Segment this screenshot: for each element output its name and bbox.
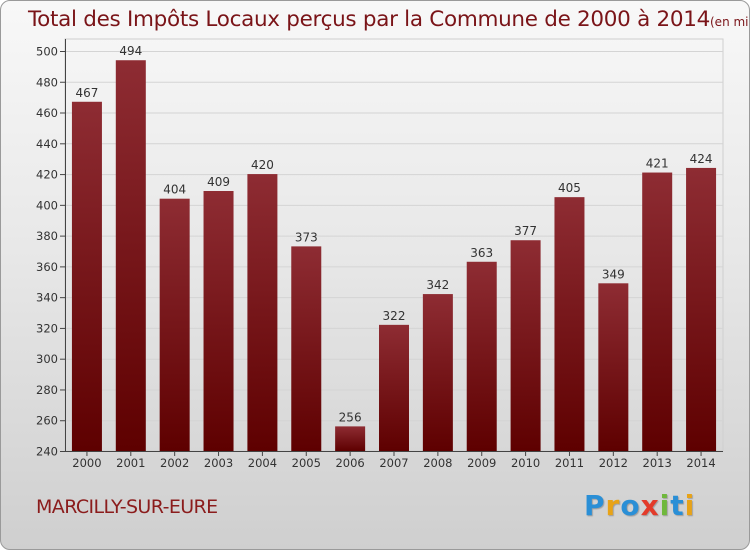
logo-letter: P [584, 489, 606, 522]
x-tick-label: 2013 [643, 456, 672, 470]
x-tick-label: 2012 [599, 456, 628, 470]
data-label: 409 [207, 175, 230, 189]
y-tick-label: 340 [36, 291, 58, 305]
bar [247, 174, 278, 452]
data-label: 342 [426, 278, 449, 292]
y-tick-label: 420 [36, 168, 58, 182]
x-tick-label: 2007 [379, 456, 408, 470]
x-tick-label: 2005 [292, 456, 321, 470]
y-tick-label: 380 [36, 229, 58, 243]
x-tick-label: 2011 [555, 456, 584, 470]
logo-letter: x [640, 489, 660, 522]
unit-label: (en milliers d'€) [710, 15, 749, 29]
y-tick-label: 360 [36, 260, 58, 274]
bar [379, 324, 409, 451]
data-label: 405 [558, 181, 581, 195]
data-label: 349 [602, 267, 625, 281]
bar [335, 426, 366, 451]
proxiti-logo[interactable]: Proxiti [584, 489, 695, 522]
y-tick-label: 500 [36, 45, 58, 59]
logo-letter: i [684, 489, 696, 522]
y-tick-label: 440 [36, 137, 58, 151]
data-label: 377 [514, 224, 537, 238]
bar [115, 60, 146, 451]
logo-letter: r [605, 489, 621, 522]
x-tick-label: 2004 [248, 456, 277, 470]
bar [642, 172, 673, 452]
bar [598, 283, 629, 451]
y-tick-label: 320 [36, 321, 58, 335]
logo-letter: t [670, 489, 685, 522]
commune-name: MARCILLY-SUR-EURE [36, 496, 218, 518]
x-tick-label: 2003 [204, 456, 233, 470]
data-label: 421 [646, 157, 669, 171]
y-tick-label: 280 [36, 383, 58, 397]
bar [159, 198, 190, 451]
x-tick-label: 2008 [423, 456, 452, 470]
bar [71, 101, 102, 452]
axes: 240 260 280 300 320 340 360 380 400 420 440 460 480 5… [36, 39, 723, 470]
data-label: 420 [251, 158, 274, 172]
bar [510, 240, 541, 451]
y-tick-label: 460 [36, 106, 58, 120]
x-tick-label: 2001 [116, 456, 145, 470]
data-label: 424 [690, 152, 713, 166]
bar [203, 191, 234, 451]
data-label: 256 [339, 410, 362, 424]
bar [466, 261, 497, 451]
logo-letter: o [620, 489, 641, 522]
x-tick-label: 2000 [72, 456, 101, 470]
bar [422, 294, 453, 451]
x-tick-label: 2006 [335, 456, 364, 470]
data-label: 373 [295, 230, 318, 244]
x-tick-label: 2010 [511, 456, 540, 470]
y-tick-label: 480 [36, 75, 58, 89]
data-label: 494 [119, 44, 142, 58]
x-tick-label: 2009 [467, 456, 496, 470]
chart-title: Total des Impôts Locaux perçus par la Co… [28, 7, 749, 32]
data-label: 404 [163, 183, 186, 197]
y-tick-label: 260 [36, 414, 58, 428]
x-tick-label: 2014 [686, 456, 715, 470]
bar [554, 197, 585, 451]
bar [686, 167, 717, 451]
y-tick-label: 400 [36, 198, 58, 212]
x-tick-label: 2002 [160, 456, 189, 470]
data-label: 322 [383, 309, 406, 323]
chart-title-text: Total des Impôts Locaux perçus par la Co… [28, 7, 710, 32]
data-label: 363 [470, 246, 493, 260]
logo-letter: i [659, 489, 671, 522]
bars: 467 494 404 409 420 373 256 322 342 363 377 405 349 4… [71, 44, 717, 452]
y-tick-label: 240 [36, 445, 58, 459]
bar [291, 246, 322, 451]
y-tick-label: 300 [36, 352, 58, 366]
data-label: 467 [75, 86, 98, 100]
